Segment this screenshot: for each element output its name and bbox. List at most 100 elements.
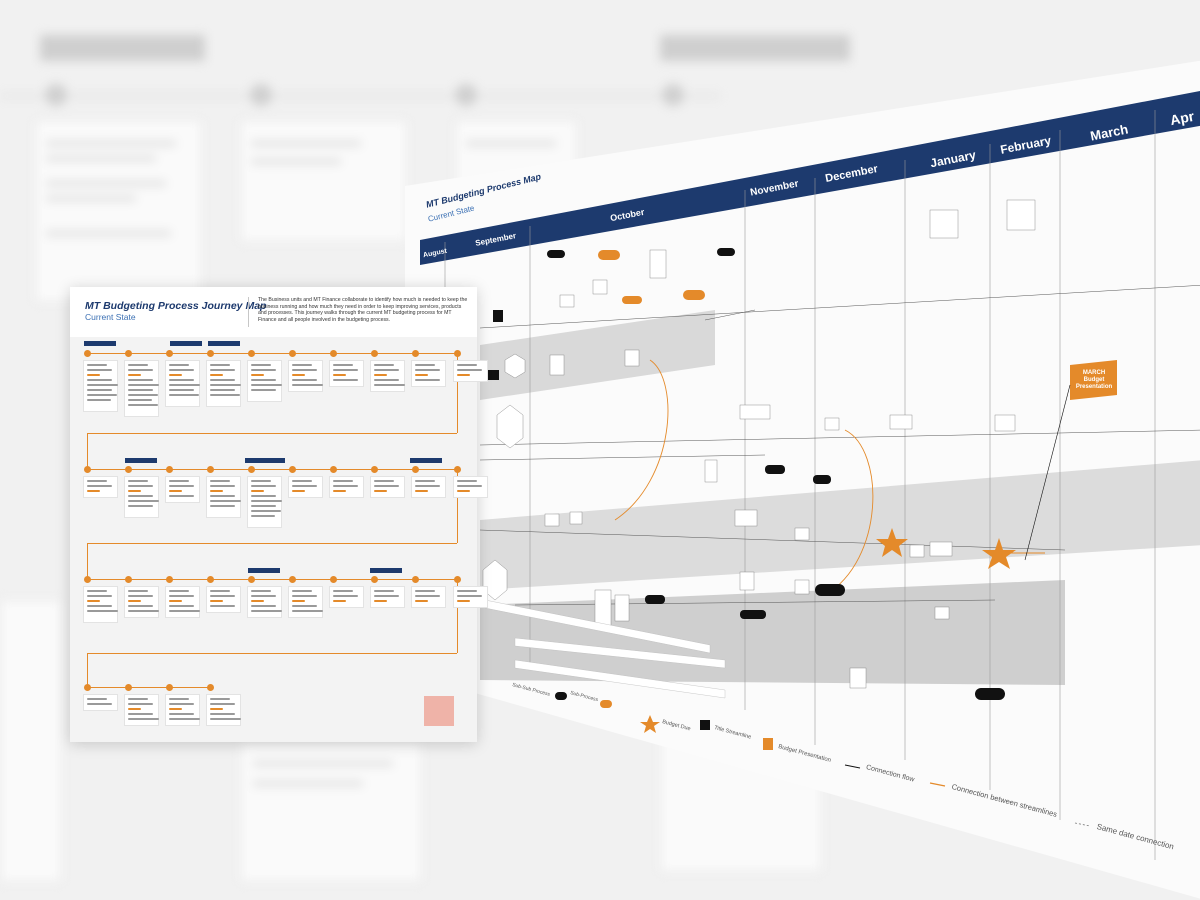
timeline-dot — [412, 466, 419, 473]
timeline-dot — [125, 466, 132, 473]
legend-icons — [555, 692, 1091, 827]
timeline-bars — [484, 599, 726, 699]
timeline-connector — [457, 469, 458, 543]
timeline-connector — [87, 433, 88, 469]
timeline-dot — [454, 466, 461, 473]
timeline-dot — [125, 576, 132, 583]
timeline-dot — [289, 350, 296, 357]
journey-step-card — [165, 586, 200, 618]
stage-tag — [248, 568, 280, 573]
swimlane-shaded — [480, 460, 1200, 590]
swimlane-shaded — [480, 310, 715, 400]
timeline-dot — [207, 466, 214, 473]
timeline-dot — [84, 350, 91, 357]
stage-tag — [170, 341, 202, 346]
journey-step-card — [165, 360, 200, 407]
budget-due-stars — [876, 528, 1016, 569]
journey-step-card — [165, 694, 200, 726]
timeline-connector — [87, 653, 88, 687]
journey-step-card — [247, 360, 282, 402]
timeline-dot — [207, 350, 214, 357]
journey-header: MT Budgeting Process Journey Map Current… — [70, 287, 477, 337]
journey-step-card — [288, 360, 323, 392]
journey-step-card — [83, 586, 118, 623]
blurred-dot — [455, 84, 477, 106]
journey-step-card — [83, 694, 118, 711]
timeline-dot — [330, 466, 337, 473]
process-map-sheet: MT Budgeting Process Map Current State A… — [405, 60, 1200, 900]
journey-subtitle: Current State — [85, 312, 136, 322]
blurred-title-bar — [40, 35, 205, 61]
journey-step-card — [124, 360, 159, 417]
timeline-dot — [84, 576, 91, 583]
header-divider — [248, 297, 249, 327]
timeline-dot — [289, 576, 296, 583]
journey-step-card — [453, 360, 488, 382]
blurred-card — [35, 120, 202, 302]
timeline-dot — [371, 350, 378, 357]
month-header-band — [420, 90, 1200, 265]
timeline-dot — [166, 466, 173, 473]
timeline-connector — [87, 543, 457, 544]
sub-process-nodes — [598, 250, 705, 304]
timeline-row-1 — [87, 353, 457, 354]
timeline-dot — [330, 576, 337, 583]
timeline-dot — [125, 350, 132, 357]
timeline-dot — [166, 350, 173, 357]
journey-step-card — [206, 694, 241, 726]
blurred-timeline — [0, 95, 720, 97]
timeline-dot — [412, 576, 419, 583]
journey-step-card — [288, 476, 323, 498]
timeline-dot — [289, 466, 296, 473]
timeline-dot — [248, 466, 255, 473]
journey-map-poster: MT Budgeting Process Journey Map Current… — [70, 287, 488, 742]
timeline-dot — [207, 684, 214, 691]
timeline-dot — [454, 350, 461, 357]
process-boxes — [544, 199, 1036, 689]
timeline-dot — [166, 576, 173, 583]
stage-tag — [125, 458, 157, 463]
journey-step-card — [247, 586, 282, 618]
stage-tag — [208, 341, 240, 346]
timeline-row-2 — [87, 469, 457, 470]
connection-flows — [479, 284, 1200, 606]
journey-step-card — [247, 476, 282, 528]
process-map-poster: MT Budgeting Process Map Current State A… — [405, 60, 1200, 900]
stage-tag — [370, 568, 402, 573]
timeline-dot — [84, 684, 91, 691]
timeline-row-3 — [87, 579, 457, 580]
timeline-dot — [166, 684, 173, 691]
journey-step-card — [411, 586, 446, 608]
timeline-dot — [248, 350, 255, 357]
blurred-dot — [662, 84, 684, 106]
hexagon-nodes — [482, 353, 526, 601]
journey-step-card — [370, 476, 405, 498]
blurred-dot — [250, 84, 272, 106]
journey-description: The Business units and MT Finance collab… — [258, 297, 468, 323]
timeline-connector — [87, 543, 88, 579]
journey-step-card — [83, 360, 118, 412]
timeline-connector — [87, 653, 457, 654]
timeline-dot — [454, 576, 461, 583]
timeline-connector — [87, 433, 457, 434]
stage-tag — [245, 458, 285, 463]
stage-tag — [84, 341, 116, 346]
journey-title: MT Budgeting Process Journey Map — [85, 300, 267, 312]
journey-step-card — [453, 586, 488, 608]
journey-step-card — [411, 360, 446, 387]
journey-step-card — [329, 586, 364, 608]
milestone-label: MARCH Budget Presentation — [1075, 370, 1113, 390]
timeline-dot — [330, 350, 337, 357]
journey-step-card — [370, 360, 405, 392]
blurred-dot — [45, 84, 67, 106]
timeline-dot — [248, 576, 255, 583]
timeline-dot — [371, 466, 378, 473]
journey-step-card — [124, 694, 159, 726]
journey-step-card — [124, 586, 159, 618]
journey-step-card — [329, 476, 364, 498]
journey-step-card — [165, 476, 200, 503]
journey-step-card — [206, 586, 241, 613]
timeline-dot — [371, 576, 378, 583]
note-card — [424, 696, 454, 726]
blurred-card — [240, 120, 407, 242]
